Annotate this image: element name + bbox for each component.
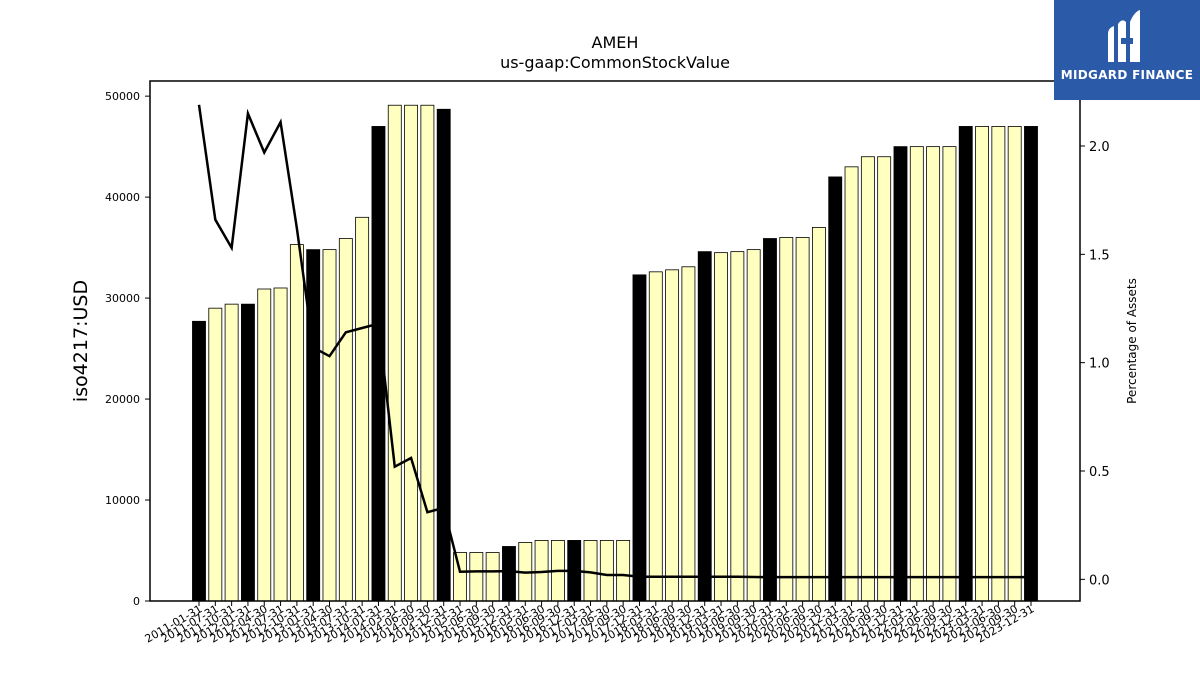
bar [812, 227, 826, 602]
bar [469, 552, 484, 602]
y2-axis-label: Percentage of Assets [1125, 278, 1139, 404]
bar [1024, 126, 1038, 602]
y2-tick-label: 0.5 [1089, 465, 1110, 480]
bar [681, 266, 696, 602]
bars-group [192, 104, 1038, 602]
y-axis-label: iso4217:USD [70, 280, 92, 402]
bar [795, 237, 810, 602]
bar [926, 146, 941, 602]
bar [616, 540, 631, 602]
y-tick-label: 30000 [105, 292, 140, 305]
bar [583, 540, 598, 602]
bar [306, 249, 321, 602]
bar [779, 237, 794, 602]
bar [665, 269, 680, 602]
x-axis: 2011-01-312011-07-312011-10-312012-01-31… [143, 601, 1037, 646]
y2-tick-label: 0.0 [1089, 573, 1110, 588]
bar [763, 238, 777, 602]
y-tick-label: 40000 [105, 191, 140, 204]
y-tick-label: 0 [133, 595, 140, 608]
bar [404, 104, 418, 602]
bar [224, 303, 239, 602]
bar [387, 104, 402, 602]
line-group [197, 104, 1031, 579]
line-series [197, 104, 1031, 579]
logo-text: MIDGARD FINANCE [1060, 68, 1194, 82]
bar [420, 104, 435, 602]
y-tick-label: 10000 [105, 494, 140, 507]
bar [485, 552, 500, 602]
bar [697, 251, 712, 602]
bar [730, 251, 745, 602]
bar [289, 244, 304, 602]
bar [844, 166, 859, 602]
bar [1007, 126, 1022, 602]
bar [322, 249, 337, 602]
y-axis-right: 0.0 0.5 1.0 1.5 2.0 [1080, 140, 1110, 588]
chart-subtitle: us-gaap:CommonStockValue [500, 53, 730, 72]
bar [975, 126, 989, 602]
bar [273, 287, 288, 602]
bar [241, 303, 255, 602]
y-tick-label: 20000 [105, 393, 140, 406]
logo-mark-icon [1108, 10, 1140, 62]
bar [746, 249, 761, 602]
bar [453, 552, 467, 602]
bar [355, 216, 370, 602]
bar [714, 252, 728, 602]
bar [877, 156, 892, 602]
y-tick-label: 50000 [105, 90, 140, 103]
bar [909, 146, 924, 602]
bar [208, 307, 223, 602]
bar [192, 320, 206, 602]
bar [502, 546, 516, 602]
bar [860, 156, 875, 602]
bar [828, 176, 843, 602]
bar [257, 288, 272, 602]
y2-tick-label: 1.5 [1089, 248, 1110, 263]
bar [648, 271, 663, 602]
y2-tick-label: 1.0 [1089, 357, 1110, 372]
chart-title: AMEH [592, 33, 639, 52]
bar [338, 238, 353, 602]
bar [991, 126, 1006, 602]
bar [958, 126, 973, 602]
y2-tick-label: 2.0 [1089, 140, 1110, 155]
bar [632, 274, 647, 602]
plot-frame [149, 80, 1081, 602]
y-axis-left: 0 10000 20000 30000 40000 50000 [105, 90, 150, 608]
bar [893, 146, 908, 602]
logo: MIDGARD FINANCE [1054, 0, 1200, 100]
bar [942, 146, 957, 602]
bar [599, 540, 614, 602]
